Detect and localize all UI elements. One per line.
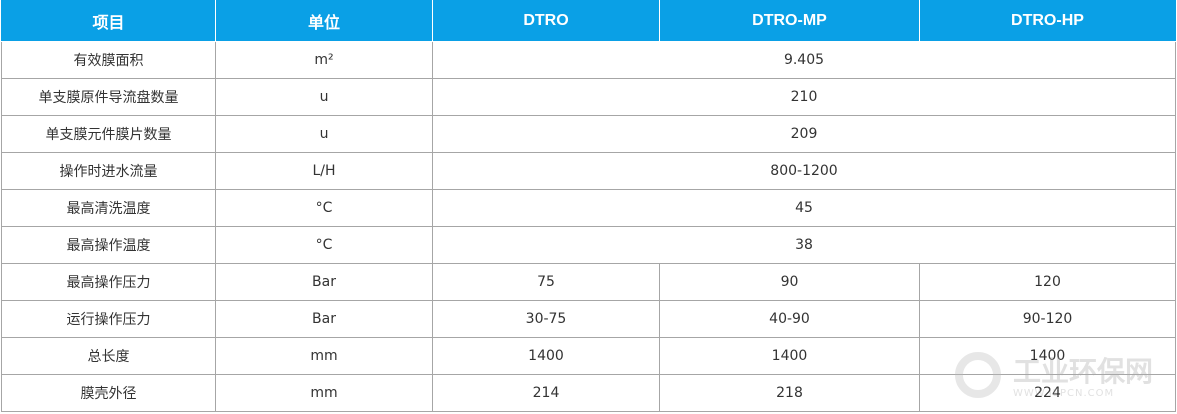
header-cell: DTRO-MP: [659, 0, 920, 42]
value-cell: 75: [432, 263, 660, 301]
value-cell: 90: [659, 263, 920, 301]
header-cell: 项目: [1, 0, 216, 42]
row-label: 单支膜元件膜片数量: [1, 115, 216, 153]
header-cell: DTRO: [432, 0, 660, 42]
header-cell: DTRO-HP: [919, 0, 1176, 42]
unit-cell: Bar: [215, 263, 433, 301]
value-cell: 1400: [919, 337, 1176, 375]
value-cell: 210: [432, 78, 1176, 116]
row-label: 操作时进水流量: [1, 152, 216, 190]
value-cell: 1400: [432, 337, 660, 375]
value-cell: 30-75: [432, 300, 660, 338]
value-cell: 800-1200: [432, 152, 1176, 190]
header-cell: 单位: [215, 0, 433, 42]
value-cell: 45: [432, 189, 1176, 227]
value-cell: 1400: [659, 337, 920, 375]
unit-cell: u: [215, 78, 433, 116]
value-cell: 218: [659, 374, 920, 412]
row-label: 最高清洗温度: [1, 189, 216, 227]
value-cell: 40-90: [659, 300, 920, 338]
value-cell: 120: [919, 263, 1176, 301]
unit-cell: m²: [215, 41, 433, 79]
table-row: 最高清洗温度 °C 45: [1, 189, 1176, 227]
table-body: 有效膜面积 m² 9.405 单支膜原件导流盘数量 u 210 单支膜元件膜片数量 u 209 操…: [1, 41, 1176, 412]
unit-cell: °C: [215, 189, 433, 227]
value-cell: 224: [919, 374, 1176, 412]
header-row: 项目 单位 DTRO DTRO-MP DTRO-HP: [1, 0, 1176, 42]
value-cell: 9.405: [432, 41, 1176, 79]
row-label: 单支膜原件导流盘数量: [1, 78, 216, 116]
row-label: 膜壳外径: [1, 374, 216, 412]
table-row: 最高操作压力 Bar 75 90 120: [1, 263, 1176, 301]
table-row: 单支膜元件膜片数量 u 209: [1, 115, 1176, 153]
row-label: 有效膜面积: [1, 41, 216, 79]
table-row: 操作时进水流量 L/H 800-1200: [1, 152, 1176, 190]
unit-cell: °C: [215, 226, 433, 264]
table-row: 有效膜面积 m² 9.405: [1, 41, 1176, 79]
value-cell: 38: [432, 226, 1176, 264]
table-row: 膜壳外径 mm 214 218 224: [1, 374, 1176, 412]
unit-cell: mm: [215, 374, 433, 412]
table-row: 单支膜原件导流盘数量 u 210: [1, 78, 1176, 116]
table-row: 总长度 mm 1400 1400 1400: [1, 337, 1176, 375]
row-label: 最高操作压力: [1, 263, 216, 301]
value-cell: 90-120: [919, 300, 1176, 338]
table-row: 运行操作压力 Bar 30-75 40-90 90-120: [1, 300, 1176, 338]
unit-cell: mm: [215, 337, 433, 375]
row-label: 运行操作压力: [1, 300, 216, 338]
value-cell: 209: [432, 115, 1176, 153]
row-label: 最高操作温度: [1, 226, 216, 264]
table-row: 最高操作温度 °C 38: [1, 226, 1176, 264]
unit-cell: u: [215, 115, 433, 153]
unit-cell: L/H: [215, 152, 433, 190]
value-cell: 214: [432, 374, 660, 412]
unit-cell: Bar: [215, 300, 433, 338]
row-label: 总长度: [1, 337, 216, 375]
